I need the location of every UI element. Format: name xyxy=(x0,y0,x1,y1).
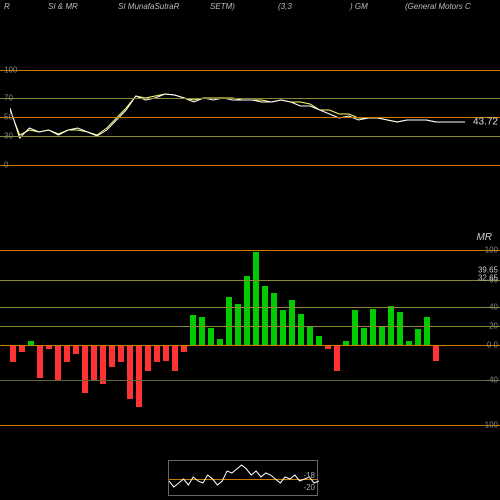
mr-label: MR xyxy=(476,232,492,243)
mr-bar xyxy=(190,315,196,345)
axis-label: 50 xyxy=(4,113,13,122)
gridline xyxy=(0,117,500,118)
mr-bar xyxy=(64,345,70,362)
rsi-panel: 100705030043.72 xyxy=(0,70,500,165)
mr-bar xyxy=(10,345,16,362)
mr-bar xyxy=(334,345,340,371)
axis-label: 0 0 xyxy=(487,341,498,350)
axis-label: 0 xyxy=(4,161,8,170)
mr-bar xyxy=(136,345,142,407)
gridline xyxy=(0,98,500,99)
mini-label: -18 xyxy=(303,471,315,480)
mr-bar xyxy=(73,345,79,354)
mr-bar xyxy=(424,317,430,345)
mr-bar xyxy=(154,345,160,362)
mr-bar xyxy=(181,345,187,352)
header-text: SI MunafaSutraR xyxy=(118,2,179,11)
mr-bar xyxy=(361,328,367,345)
mr-bar xyxy=(280,310,286,345)
gridline xyxy=(0,326,500,327)
axis-label: 40 xyxy=(489,303,498,312)
mini-label: -20 xyxy=(303,483,315,492)
mr-bar xyxy=(226,297,232,345)
gridline xyxy=(0,425,500,426)
mr-bar xyxy=(352,310,358,345)
mr-bar xyxy=(19,345,25,352)
axis-label: 100 xyxy=(485,246,498,255)
gridline xyxy=(0,380,500,381)
axis-label: 20 xyxy=(489,322,498,331)
mr-bar xyxy=(316,336,322,345)
mr-bar xyxy=(208,328,214,345)
mr-bar xyxy=(244,276,250,345)
gridline xyxy=(0,307,500,308)
mr-bar xyxy=(397,312,403,345)
mr-bar xyxy=(307,326,313,345)
mr-bar xyxy=(109,345,115,367)
gridline xyxy=(0,70,500,71)
axis-label: 30 xyxy=(4,132,13,141)
mr-bar xyxy=(172,345,178,371)
axis-label: -40 xyxy=(486,376,498,385)
mr-bar xyxy=(82,345,88,393)
header-text: SETM) xyxy=(210,2,235,11)
header-text: (3,3 xyxy=(278,2,292,11)
mr-bar xyxy=(433,345,439,361)
mini-chart: -18-20 xyxy=(168,460,318,496)
mr-bar xyxy=(100,345,106,384)
mr-bar xyxy=(91,345,97,381)
chart-header: R SI & MR SI MunafaSutraR SETM) (3,3 ) GM (Gen… xyxy=(0,2,500,18)
header-text: (General Motors C xyxy=(405,2,471,11)
header-text: ) GM xyxy=(350,2,368,11)
axis-label: -100 xyxy=(482,421,498,430)
mr-bar xyxy=(199,317,205,345)
mr-bar xyxy=(379,326,385,345)
mr-bar xyxy=(271,293,277,345)
value-label: 32.65 xyxy=(478,274,498,283)
gridline xyxy=(0,250,500,251)
mr-panel: MR 1006040200 0-40-10039.6532.65 xyxy=(0,250,500,450)
mr-bar xyxy=(145,345,151,371)
mr-bar xyxy=(118,345,124,362)
mr-bar xyxy=(262,286,268,345)
mr-bar xyxy=(37,345,43,378)
header-text: SI & MR xyxy=(48,2,78,11)
mr-bar xyxy=(163,345,169,361)
mr-bar xyxy=(298,314,304,345)
mr-bar xyxy=(127,345,133,399)
mr-bar xyxy=(235,304,241,345)
mr-bar xyxy=(55,345,61,381)
gridline xyxy=(0,136,500,137)
mr-bar xyxy=(253,252,259,345)
gridline xyxy=(0,345,500,346)
mr-bar xyxy=(415,329,421,345)
axis-label: 100 xyxy=(4,66,17,75)
gridline xyxy=(0,280,500,281)
gridline xyxy=(0,165,500,166)
axis-label: 70 xyxy=(4,94,13,103)
header-text: R xyxy=(4,2,10,11)
current-value-label: 43.72 xyxy=(473,117,498,128)
